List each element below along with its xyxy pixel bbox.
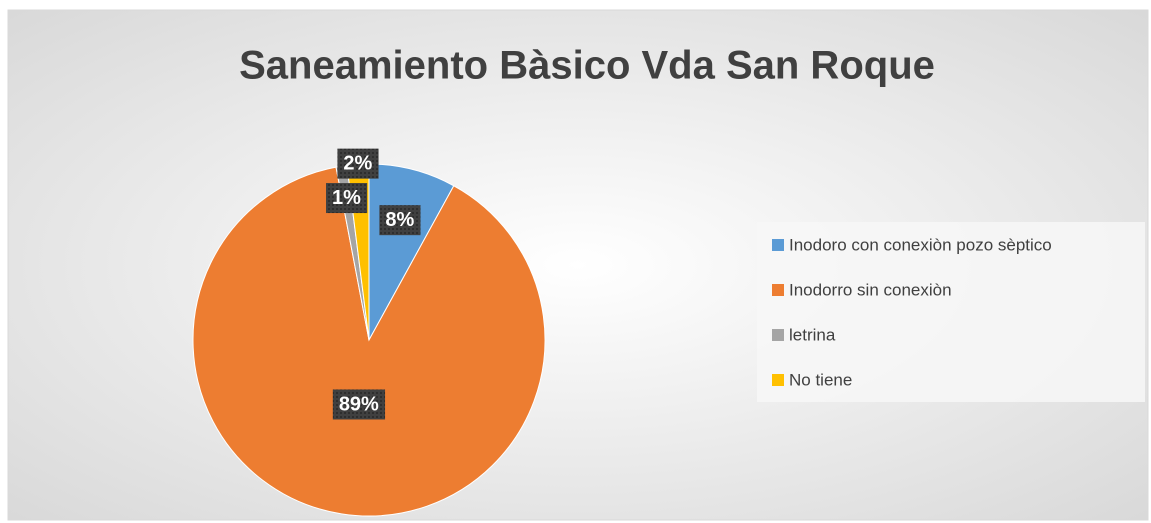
legend-swatch [772,239,784,251]
legend-box [757,222,1145,402]
legend-swatch [772,329,784,341]
legend-swatch [772,374,784,386]
data-label-box [332,389,386,420]
legend-label: No tiene [789,370,852,389]
data-label: 1% [332,187,361,209]
legend-label: Inodoro con conexiòn pozo sèptico [789,235,1052,254]
data-label: 8% [385,209,414,231]
data-label-box [379,205,421,236]
chart-title: Saneamiento Bàsico Vda San Roque [239,44,935,88]
legend-label: Inodorro sin conexiòn [789,280,952,299]
data-label: 2% [343,153,372,175]
legend-swatch [772,284,784,296]
data-label-box [326,183,368,214]
data-label: 89% [339,393,379,415]
legend-label: letrina [789,325,836,344]
data-label-box [337,148,379,179]
pie-slice [192,166,546,517]
